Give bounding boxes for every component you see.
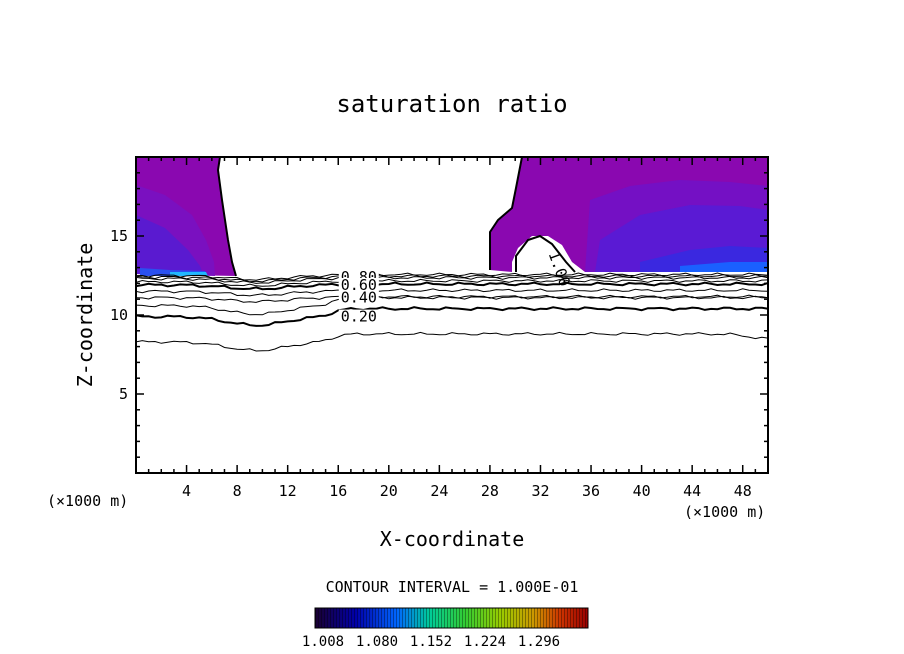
y-tick-label: 15 [110,227,128,245]
contour-line [136,331,768,352]
y-tick-label: 10 [110,306,128,324]
contour-1.00-inner [515,234,576,273]
colorbar-tick-label: 1.080 [356,634,398,650]
x-tick-label: 44 [683,482,701,500]
contour-1.00-right [489,157,523,270]
x-tick-label: 16 [329,482,347,500]
contour-interval-text: CONTOUR INTERVAL = 1.000E-01 [326,578,579,596]
x-unit-label-right: (×1000 m) [684,503,765,521]
contour-label: 0.40 [341,289,377,307]
colorbar-tick-label: 1.296 [518,634,560,650]
colorbar-tick-label: 1.008 [302,634,344,650]
contour-label: 0.60 [341,276,377,294]
fill-region-left-high [136,215,204,276]
contour-label: 0.20 [341,308,377,326]
contour-line [136,294,768,303]
contour-line [136,275,768,284]
y-tick-label: 5 [119,385,128,403]
x-axis-label: X-coordinate [380,527,525,551]
x-tick-label: 12 [279,482,297,500]
x-tick-label: 4 [182,482,191,500]
x-tick-label: 40 [633,482,651,500]
x-tick-label: 48 [734,482,752,500]
contour-1.00-left [216,157,237,277]
contour-line [136,306,768,327]
contour-line [136,288,768,297]
x-unit-label-left: (×1000 m) [47,492,128,510]
x-tick-label: 24 [430,482,448,500]
colorbar [314,607,589,629]
x-tick-label: 8 [233,482,242,500]
x-tick-label: 20 [380,482,398,500]
y-axis-label: Z-coordinate [73,243,97,388]
contour-line [136,281,768,291]
chart-title: saturation ratio [336,90,567,118]
contour-lines [136,272,768,352]
saturation-fill [136,157,768,276]
x-tick-label: 28 [481,482,499,500]
colorbar-tick-label: 1.224 [464,634,506,650]
contour-line [136,272,768,281]
colorbar-tick-label: 1.152 [410,634,452,650]
contour-line [136,278,768,287]
x-tick-label: 32 [531,482,549,500]
x-tick-label: 36 [582,482,600,500]
